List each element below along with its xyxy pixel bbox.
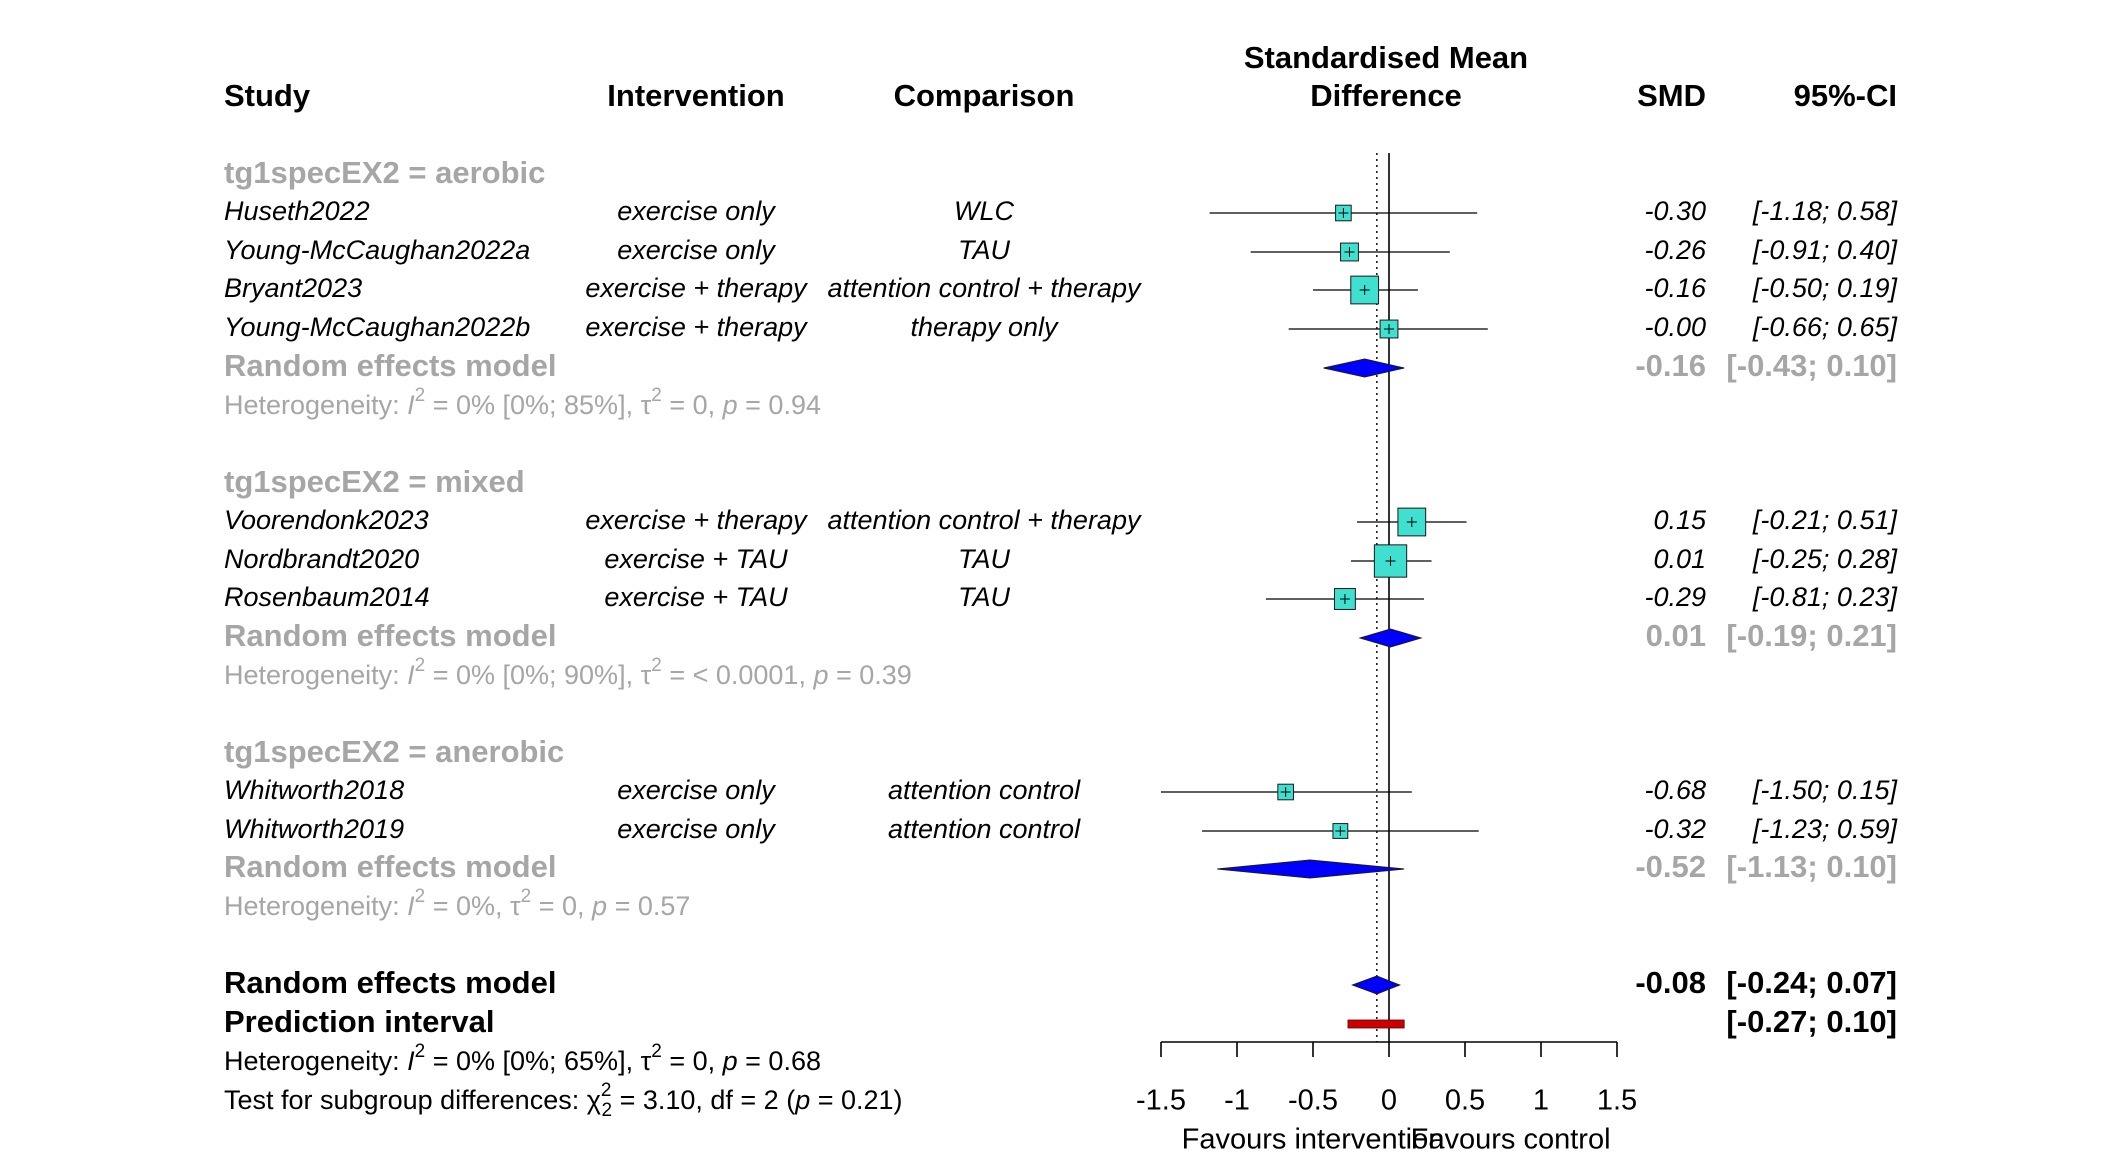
study-smd: -0.16 xyxy=(1644,273,1707,303)
subgroup-model-label: Random effects model xyxy=(224,849,556,884)
study-intervention: exercise only xyxy=(617,196,776,226)
x-axis-tick-label: 0.5 xyxy=(1445,1085,1485,1117)
study-name: Voorendonk2023 xyxy=(224,505,429,535)
subgroup-model-diamond xyxy=(1217,859,1405,879)
column-header-intervention: Intervention xyxy=(607,78,784,113)
study-intervention: exercise only xyxy=(617,775,776,805)
study-comparison: therapy only xyxy=(910,312,1059,342)
overall-model-label: Random effects model xyxy=(224,965,556,1000)
study-comparison: attention control + therapy xyxy=(828,505,1142,535)
study-comparison: attention control + therapy xyxy=(828,273,1142,303)
favours-control-label: Favours control xyxy=(1411,1124,1611,1152)
left-text-layer: Study Intervention Comparison Standardised … xyxy=(224,40,1898,1121)
column-header-comparison: Comparison xyxy=(894,78,1075,113)
study-name: Young-McCaughan2022b xyxy=(224,312,530,342)
subgroup-model-ci: [-0.19; 0.21] xyxy=(1726,618,1897,653)
x-axis-tick-label: -1.5 xyxy=(1136,1085,1186,1117)
study-intervention: exercise only xyxy=(617,235,776,265)
plot-area: -1.5 -1 -0.5 0 0.5 1 1.5 Favours interventionFa… xyxy=(1136,153,1637,1152)
study-name: Huseth2022 xyxy=(224,196,370,226)
study-smd: -0.30 xyxy=(1644,196,1706,226)
study-ci: [-0.81; 0.23] xyxy=(1752,582,1899,612)
subgroup-model-diamond xyxy=(1323,358,1405,378)
study-smd: -0.29 xyxy=(1644,582,1706,612)
study-intervention: exercise + therapy xyxy=(585,312,808,342)
study-comparison: attention control xyxy=(888,814,1081,844)
study-name: Whitworth2018 xyxy=(224,775,404,805)
subgroup-model-label: Random effects model xyxy=(224,618,556,653)
prediction-interval-label: Prediction interval xyxy=(224,1004,494,1039)
study-ci: [-1.18; 0.58] xyxy=(1752,196,1899,226)
subgroup-heterogeneity: Heterogeneity: I2 = 0% [0%; 90%], τ2 = <… xyxy=(224,655,912,690)
study-smd: -0.26 xyxy=(1644,235,1707,265)
subgroup-model-smd: 0.01 xyxy=(1646,618,1706,653)
study-ci: [-0.21; 0.51] xyxy=(1752,505,1899,535)
study-comparison: WLC xyxy=(954,196,1015,226)
prediction-interval-ci: [-0.27; 0.10] xyxy=(1726,1004,1897,1039)
study-smd: -0.00 xyxy=(1644,312,1706,342)
overall-model-smd: -0.08 xyxy=(1635,965,1706,1000)
study-comparison: attention control xyxy=(888,775,1081,805)
overall-model-ci: [-0.24; 0.07] xyxy=(1726,965,1897,1000)
subgroup-label: tg1specEX2 = aerobic xyxy=(224,155,545,190)
column-header-ci: 95%-CI xyxy=(1794,78,1897,113)
study-ci: [-1.50; 0.15] xyxy=(1752,775,1899,805)
study-smd: 0.01 xyxy=(1653,544,1706,574)
overall-heterogeneity: Heterogeneity: I2 = 0% [0%; 65%], τ2 = 0… xyxy=(224,1041,821,1076)
x-axis-tick-label: 1 xyxy=(1533,1085,1549,1117)
column-header-effect-line1: Standardised Mean xyxy=(1244,40,1528,75)
subgroup-label: tg1specEX2 = anerobic xyxy=(224,734,564,769)
column-header-study: Study xyxy=(224,78,311,113)
study-ci: [-0.25; 0.28] xyxy=(1752,544,1899,574)
study-intervention: exercise + therapy xyxy=(585,273,808,303)
study-intervention: exercise + TAU xyxy=(604,582,788,612)
study-comparison: TAU xyxy=(958,582,1010,612)
subgroup-differences-test: Test for subgroup differences: χ2 2 = 3.1… xyxy=(224,1080,903,1121)
x-axis-tick-label: -0.5 xyxy=(1288,1085,1338,1117)
study-name: Nordbrandt2020 xyxy=(224,544,419,574)
study-intervention: exercise only xyxy=(617,814,776,844)
study-comparison: TAU xyxy=(958,235,1010,265)
subgroup-label: tg1specEX2 = mixed xyxy=(224,464,525,499)
study-comparison: TAU xyxy=(958,544,1010,574)
study-smd: -0.32 xyxy=(1644,814,1706,844)
column-header-effect-line2: Difference xyxy=(1310,78,1462,113)
study-name: Whitworth2019 xyxy=(224,814,404,844)
column-header-smd: SMD xyxy=(1637,78,1706,113)
overall-model-diamond xyxy=(1351,975,1402,995)
subgroup-heterogeneity: Heterogeneity: I2 = 0% [0%; 85%], τ2 = 0… xyxy=(224,385,821,420)
x-axis-tick-label: -1 xyxy=(1224,1085,1250,1117)
subgroup-model-smd: -0.16 xyxy=(1635,348,1706,383)
study-intervention: exercise + therapy xyxy=(585,505,808,535)
subgroup-model-smd: -0.52 xyxy=(1635,849,1706,884)
study-ci: [-0.91; 0.40] xyxy=(1752,235,1899,265)
subgroup-heterogeneity: Heterogeneity: I2 = 0%, τ2 = 0, p = 0.57 xyxy=(224,886,690,921)
study-smd: 0.15 xyxy=(1653,505,1707,535)
study-ci: [-0.50; 0.19] xyxy=(1752,273,1899,303)
study-name: Bryant2023 xyxy=(224,273,362,303)
study-smd: -0.68 xyxy=(1644,775,1706,805)
study-ci: [-0.66; 0.65] xyxy=(1752,312,1899,342)
subgroup-model-ci: [-1.13; 0.10] xyxy=(1726,849,1897,884)
x-axis-tick-label: 0 xyxy=(1381,1085,1397,1117)
study-ci: [-1.23; 0.59] xyxy=(1752,814,1899,844)
prediction-interval-bar xyxy=(1347,1019,1405,1029)
study-name: Rosenbaum2014 xyxy=(224,582,430,612)
study-name: Young-McCaughan2022a xyxy=(224,235,530,265)
subgroup-model-ci: [-0.43; 0.10] xyxy=(1726,348,1897,383)
subgroup-model-diamond xyxy=(1358,628,1423,648)
subgroup-model-label: Random effects model xyxy=(224,348,556,383)
x-axis-tick-label: 1.5 xyxy=(1597,1085,1637,1117)
favours-intervention-label: Favours intervention xyxy=(1182,1124,1445,1152)
study-intervention: exercise + TAU xyxy=(604,544,788,574)
